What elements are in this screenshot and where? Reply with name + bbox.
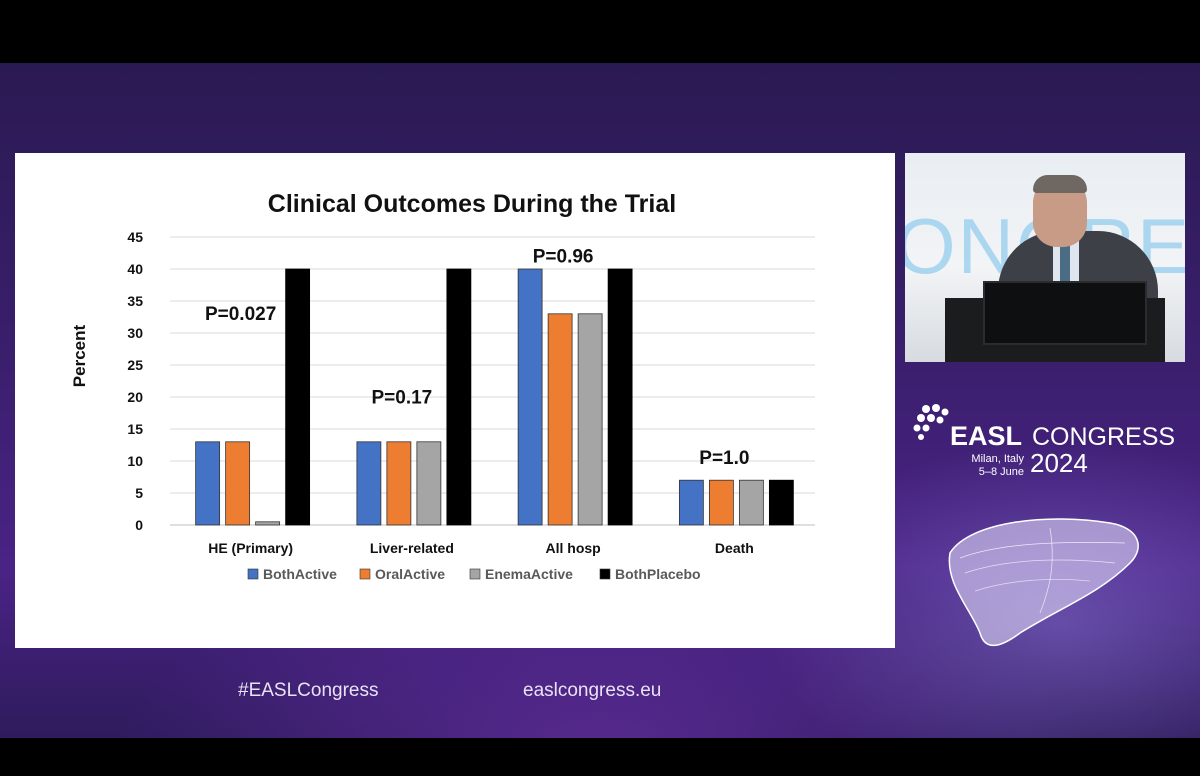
y-tick-label: 35 — [127, 293, 143, 309]
p-value-annotation: P=0.027 — [205, 304, 276, 325]
footer-hashtag: #EASLCongress — [238, 680, 379, 701]
y-tick-label: 0 — [135, 517, 143, 533]
y-tick-label: 5 — [135, 485, 143, 501]
logo-city: Milan, Italy — [971, 453, 1024, 465]
y-tick-label: 20 — [127, 389, 143, 405]
logo-congress-text: CONGRESS — [1032, 423, 1176, 451]
bar — [738, 479, 764, 526]
bar — [446, 268, 472, 526]
bar — [386, 441, 412, 526]
logo-year: 2024 — [1030, 448, 1088, 478]
speaker-video: ONGRES — [905, 153, 1185, 362]
legend-label: OralActive — [375, 566, 445, 582]
liver-graphic — [948, 518, 1139, 647]
p-value-annotation: P=0.96 — [533, 247, 594, 268]
y-tick-label: 45 — [127, 229, 143, 245]
speaker-hair — [1033, 175, 1087, 193]
bar-chart: Clinical Outcomes During the Trial 0 5 10 15… — [70, 190, 815, 582]
bar — [708, 479, 734, 526]
easl-congress-logo: EASL CONGRESS Milan, Italy 5–8 June 2024 — [912, 403, 1182, 483]
bar — [225, 441, 251, 526]
bar — [768, 479, 794, 526]
x-tick-label: All hosp — [546, 540, 601, 556]
bar — [607, 268, 633, 526]
legend-label: BothActive — [263, 566, 337, 582]
chart-title: Clinical Outcomes During the Trial — [268, 190, 676, 218]
video-stage: Clinical Outcomes During the Trial 0 5 10 15… — [0, 63, 1200, 738]
legend-swatch — [469, 568, 481, 580]
y-axis-label: Percent — [70, 324, 89, 387]
y-tick-label: 25 — [127, 357, 143, 373]
bar — [517, 268, 543, 526]
easl-logo-icon — [913, 404, 949, 440]
logo-dates: 5–8 June — [978, 466, 1024, 478]
y-tick-label: 10 — [127, 453, 143, 469]
p-value-annotation: P=0.17 — [372, 387, 433, 408]
x-tick-label: HE (Primary) — [208, 540, 293, 556]
logo-easl-text: EASL — [950, 421, 1023, 451]
speaker-tie — [1060, 245, 1070, 285]
bar — [195, 441, 221, 526]
x-tick-label: Death — [715, 540, 754, 556]
legend-swatch — [359, 568, 371, 580]
y-tick-label: 30 — [127, 325, 143, 341]
bar — [356, 441, 382, 526]
logo-location: Milan, Italy 5–8 June — [912, 453, 1024, 479]
x-tick-label: Liver-related — [370, 540, 454, 556]
bar — [577, 313, 603, 526]
y-tick-label: 40 — [127, 261, 143, 277]
bar — [285, 268, 311, 526]
legend-swatch — [599, 568, 611, 580]
p-value-annotation: P=1.0 — [699, 448, 749, 469]
y-tick-label: 15 — [127, 421, 143, 437]
bar — [678, 479, 704, 526]
footer-website: easlcongress.eu — [523, 680, 662, 701]
legend-label: EnemaActive — [485, 566, 573, 582]
bar — [416, 441, 442, 526]
podium-monitor — [983, 281, 1147, 345]
legend-label: BothPlacebo — [615, 566, 701, 582]
legend-swatch — [247, 568, 259, 580]
bar — [547, 313, 573, 526]
bar — [255, 521, 281, 526]
presentation-slide: Clinical Outcomes During the Trial 0 5 10 15… — [15, 153, 895, 648]
